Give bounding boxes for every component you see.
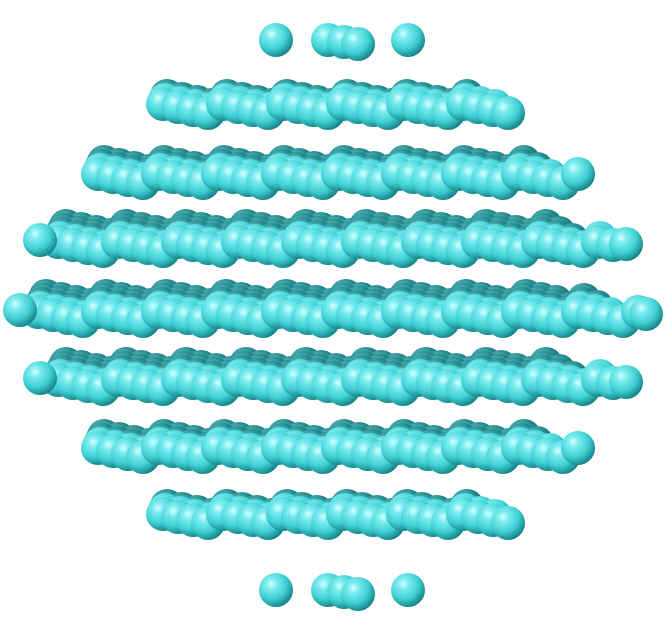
- atom-sphere: [491, 96, 525, 130]
- atom-sphere: [561, 431, 595, 465]
- atom-sphere: [609, 227, 643, 261]
- atom-sphere: [3, 293, 37, 327]
- atom-sphere: [259, 573, 293, 607]
- atom-sphere: [23, 361, 57, 395]
- atom-sphere: [23, 223, 57, 257]
- atom-sphere: [341, 27, 375, 61]
- atom-sphere: [609, 365, 643, 399]
- atom-sphere: [629, 297, 663, 331]
- atom-sphere: [259, 23, 293, 57]
- atom-sphere: [491, 506, 525, 540]
- atom-sphere: [341, 577, 375, 611]
- atom-sphere: [391, 23, 425, 57]
- atoms-group: [3, 23, 663, 611]
- atom-sphere: [561, 157, 595, 191]
- atom-sphere: [391, 573, 425, 607]
